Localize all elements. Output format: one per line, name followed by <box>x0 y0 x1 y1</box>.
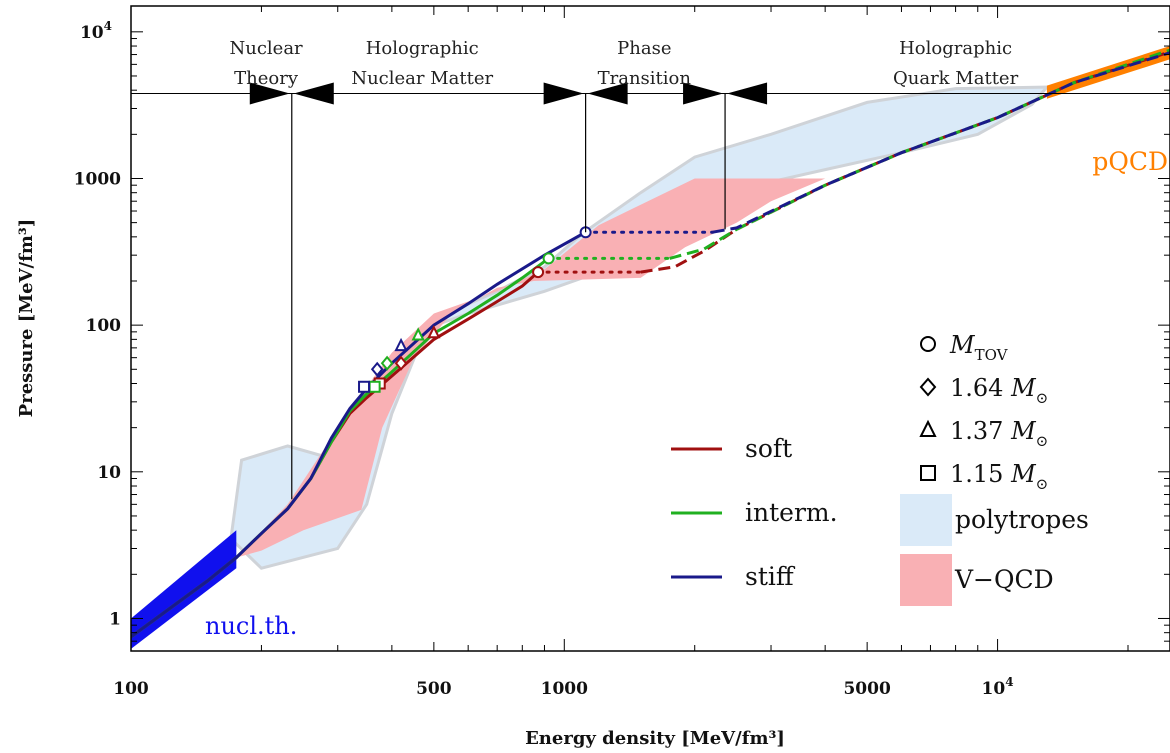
marker-diamond-soft <box>394 355 408 371</box>
legend-symbol-value: 1.64 <box>950 374 1011 402</box>
y-tick-label-text: 1 <box>109 609 121 629</box>
y-tick-label: 104 <box>80 19 112 43</box>
legend-symbol-label: MTOV <box>949 331 1009 364</box>
y-tick-label-text: 10 <box>80 23 104 43</box>
x-tick-label: 104 <box>982 675 1014 699</box>
region-label: Theory <box>234 68 299 89</box>
legend-band-swatch <box>900 494 952 546</box>
x-tick-label-text: 10 <box>982 679 1006 699</box>
y-tick-label-text: 10 <box>97 463 121 483</box>
nucl-th-label: nucl.th. <box>205 612 297 640</box>
legend-symbol-sub: TOV <box>975 346 1009 364</box>
marker-triangle-stiff <box>394 337 408 352</box>
y-tick-label: 10 <box>97 463 121 483</box>
legend-symbol-label: 1.37 M⊙ <box>950 417 1048 450</box>
marker-triangle-interm <box>411 327 425 341</box>
x-tick-label: 500 <box>416 679 452 699</box>
y-tick-label: 1 <box>109 609 121 629</box>
legend-symbol-square <box>920 465 936 481</box>
x-tick-label-text: 1000 <box>541 679 588 699</box>
y-tick-label: 1000 <box>74 169 121 189</box>
x-tick-label: 100 <box>113 679 149 699</box>
legend-symbol-value: 1.37 <box>950 417 1011 445</box>
legend-line-label: soft <box>745 434 792 463</box>
region-label: Phase <box>617 38 671 59</box>
legend-symbol-mass: M <box>949 331 976 359</box>
legend-line-label: stiff <box>745 562 796 591</box>
x-axis-title: Energy density [MeV/fm³] <box>525 728 785 749</box>
plot-frame <box>130 5 1170 652</box>
marker-circle-interm <box>542 252 555 265</box>
region-label: Nuclear Matter <box>351 68 493 89</box>
boundary-arrow-left <box>249 82 290 105</box>
legend-symbol-circle <box>920 336 936 352</box>
legend-symbol-sub: ⊙ <box>1036 475 1049 493</box>
series-stiff-solid <box>131 230 587 639</box>
legend-band-swatch <box>900 554 952 606</box>
legend-symbol-label: 1.64 M⊙ <box>950 374 1048 407</box>
legend-symbol-value: 1.15 <box>950 460 1011 488</box>
band-vqcd <box>236 178 826 558</box>
marker-diamond-interm <box>380 355 394 371</box>
region-label: Holographic <box>899 38 1012 59</box>
legend-symbol-sub: ⊙ <box>1036 389 1049 407</box>
boundary-arrow-right <box>587 82 628 105</box>
y-tick-label-sup: 4 <box>104 19 112 33</box>
boundary-arrow-left <box>683 82 724 105</box>
series-stiff-dashed <box>712 51 1170 234</box>
boundary-arrow-left <box>543 82 584 105</box>
x-tick-label-text: 500 <box>416 679 452 699</box>
legend-band-label: polytropes <box>955 505 1089 534</box>
pqcd-label: pQCD <box>1092 147 1168 176</box>
x-tick-label-sup: 4 <box>1005 675 1013 689</box>
y-tick-label: 100 <box>86 316 122 336</box>
legend-symbol-mass: M <box>1010 460 1037 488</box>
legend-line-label: interm. <box>745 498 838 527</box>
legend-symbol-sub: ⊙ <box>1036 432 1049 450</box>
legend-symbol-mass: M <box>1010 417 1037 445</box>
marker-square-interm <box>368 380 381 393</box>
x-tick-label: 5000 <box>843 679 890 699</box>
boundary-arrow-right <box>727 82 768 105</box>
legend-symbol-mass: M <box>1010 374 1037 402</box>
boundary-arrow-right <box>293 82 334 105</box>
legend-symbol-diamond <box>919 377 937 397</box>
region-label: Quark Matter <box>893 68 1019 89</box>
y-tick-label-text: 100 <box>86 316 122 336</box>
marker-circle-soft <box>532 266 545 279</box>
series-interm-dashed <box>669 48 1170 260</box>
x-tick-label-text: 100 <box>113 679 149 699</box>
legend-symbol-triangle <box>919 419 937 437</box>
y-axis-title: Pressure [MeV/fm³] <box>16 219 37 418</box>
marker-triangle-soft <box>427 325 441 339</box>
x-tick-label: 1000 <box>541 679 588 699</box>
legend-symbol-label: 1.15 M⊙ <box>950 460 1048 493</box>
marker-square-stiff <box>358 380 371 393</box>
legend-band-label: V−QCD <box>954 565 1054 594</box>
region-label: Transition <box>598 68 692 89</box>
region-label: Holographic <box>366 38 479 59</box>
marker-diamond-stiff <box>370 361 384 377</box>
x-tick-label-text: 5000 <box>843 679 890 699</box>
region-label: Nuclear <box>229 38 303 59</box>
y-tick-label-text: 1000 <box>74 169 121 189</box>
